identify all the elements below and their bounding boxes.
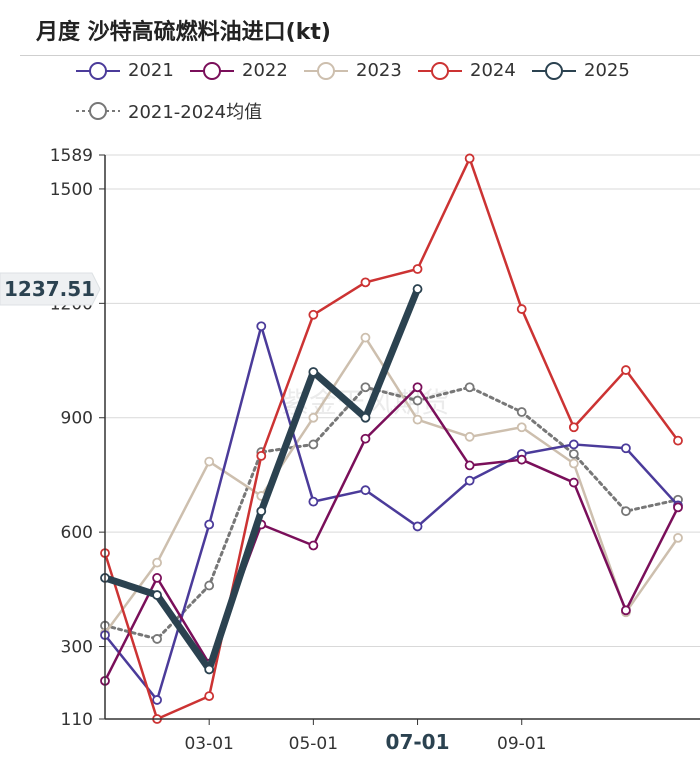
y-tick-label: 1500: [50, 180, 93, 200]
x-tick-label: 05-01: [289, 734, 338, 754]
y-tick-label: 110: [61, 710, 93, 730]
highlight-value-label: 1237.51: [4, 277, 95, 301]
series-line: [103, 385, 680, 683]
data-point[interactable]: [308, 412, 319, 423]
series-line: [103, 324, 680, 702]
data-point[interactable]: [360, 485, 371, 496]
data-point[interactable]: [516, 422, 527, 433]
data-point[interactable]: [464, 382, 475, 393]
data-point[interactable]: [256, 506, 267, 517]
data-point[interactable]: [152, 695, 162, 705]
legend-item-2023[interactable]: 2023: [304, 60, 402, 81]
data-point[interactable]: [464, 431, 475, 442]
series-line: [103, 385, 680, 641]
data-point[interactable]: [256, 450, 267, 461]
legend-label: 2021: [128, 60, 174, 81]
data-point[interactable]: [516, 304, 527, 314]
legend-label: 2021-2024均值: [128, 102, 263, 123]
legend-marker-icon: [418, 61, 462, 80]
data-point[interactable]: [256, 321, 267, 332]
legend-label: 2025: [584, 60, 630, 81]
x-tick-label: 09-01: [497, 734, 546, 754]
highlight-value-tag: 1237.51: [0, 272, 101, 306]
legend-item-2025[interactable]: 2025: [532, 60, 630, 81]
data-point[interactable]: [412, 395, 423, 406]
data-point[interactable]: [673, 502, 683, 513]
data-point[interactable]: [412, 414, 423, 425]
data-point[interactable]: [152, 557, 162, 568]
legend-marker-icon: [304, 61, 348, 80]
data-point[interactable]: [621, 443, 631, 454]
data-point[interactable]: [152, 573, 162, 583]
highlight-value-bg: [0, 272, 101, 306]
data-point[interactable]: [412, 284, 423, 294]
data-point[interactable]: [621, 365, 631, 375]
legend-label: 2024: [470, 60, 516, 81]
data-point[interactable]: [152, 634, 162, 644]
y-tick-label: 1589: [50, 146, 93, 166]
data-point[interactable]: [308, 540, 319, 551]
data-point[interactable]: [412, 521, 423, 532]
legend-item-2024[interactable]: 2024: [418, 60, 516, 81]
data-point[interactable]: [673, 532, 683, 543]
series-2025: [100, 284, 423, 675]
y-tick-label: 300: [61, 638, 93, 658]
legend-item-2022[interactable]: 2022: [190, 60, 288, 81]
data-point[interactable]: [308, 367, 319, 377]
data-point[interactable]: [360, 277, 371, 288]
data-point[interactable]: [621, 506, 631, 517]
y-tick-label: 600: [61, 523, 93, 543]
data-point[interactable]: [673, 435, 683, 446]
data-point[interactable]: [568, 477, 579, 488]
data-point[interactable]: [204, 519, 215, 530]
data-point[interactable]: [360, 433, 371, 444]
legend-item-2021[interactable]: 2021: [76, 60, 174, 81]
series-2021-2024均值: [100, 382, 683, 644]
data-point[interactable]: [308, 309, 319, 320]
data-point[interactable]: [464, 475, 475, 486]
legend-label: 2022: [242, 60, 288, 81]
legend-marker-icon: [532, 61, 576, 80]
chart-title: 月度 沙特高硫燃料油进口(kt): [36, 20, 331, 45]
data-point[interactable]: [360, 382, 371, 393]
data-point[interactable]: [308, 496, 319, 507]
data-point[interactable]: [204, 580, 215, 591]
legend-marker-icon: [76, 102, 120, 120]
series-line: [103, 157, 680, 721]
data-point[interactable]: [152, 590, 162, 600]
data-point[interactable]: [412, 264, 423, 274]
data-point[interactable]: [360, 332, 371, 343]
x-tick-label: 03-01: [184, 734, 233, 754]
x-tick-label: 07-01: [386, 730, 450, 754]
data-point[interactable]: [204, 691, 215, 702]
data-point[interactable]: [516, 454, 527, 465]
series-line: [103, 336, 680, 635]
data-point[interactable]: [464, 460, 475, 471]
data-point[interactable]: [412, 382, 423, 393]
data-point[interactable]: [464, 153, 475, 164]
data-point[interactable]: [568, 439, 579, 450]
data-point[interactable]: [308, 439, 319, 450]
legend-marker-icon: [76, 61, 120, 80]
legend-marker-icon: [190, 61, 234, 80]
data-point[interactable]: [621, 605, 631, 616]
data-point[interactable]: [568, 449, 579, 459]
data-point[interactable]: [516, 407, 527, 417]
legend-item-avg[interactable]: 2021-2024均值: [76, 98, 262, 124]
data-point[interactable]: [568, 422, 579, 433]
data-point[interactable]: [568, 458, 579, 469]
data-point[interactable]: [204, 456, 215, 467]
title-divider: [20, 55, 700, 56]
y-tick-label: 900: [61, 409, 93, 429]
data-point[interactable]: [360, 412, 371, 423]
data-point[interactable]: [204, 664, 215, 675]
legend-label: 2023: [356, 60, 402, 81]
